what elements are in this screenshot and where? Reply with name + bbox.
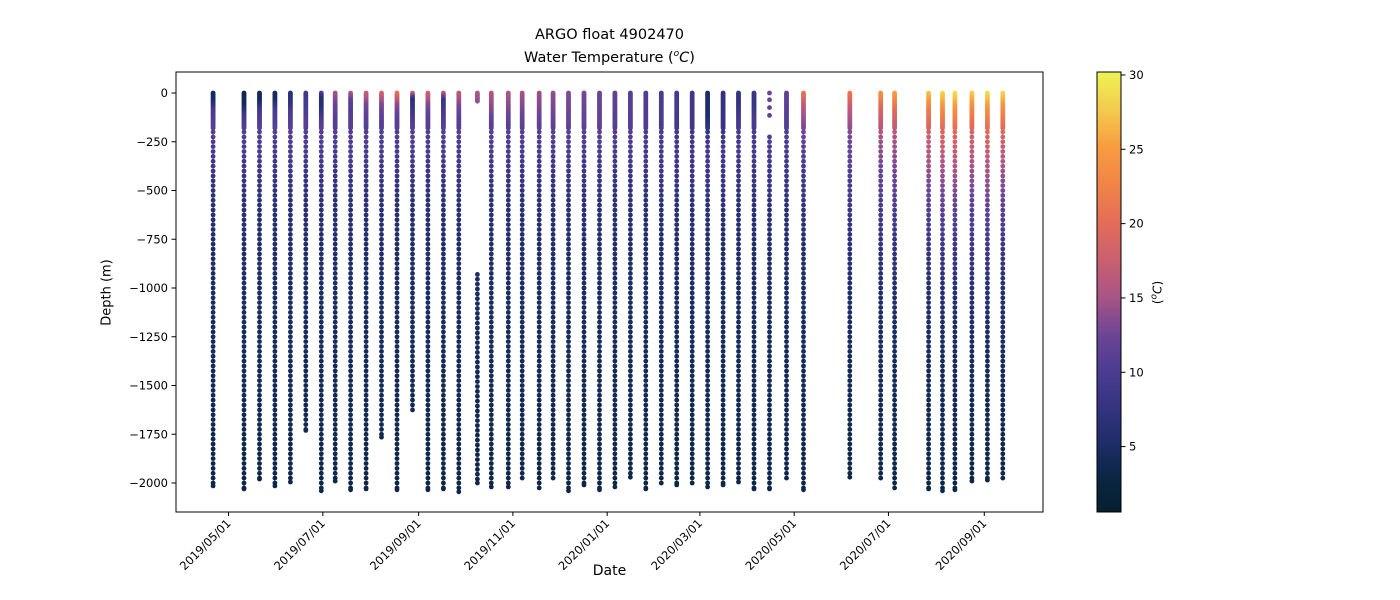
colorbar-label-close: ) — [1150, 280, 1165, 286]
svg-text:−250: −250 — [136, 135, 168, 149]
colorbar-border — [1096, 71, 1122, 513]
colorbar-label-open: ( — [1150, 299, 1165, 305]
svg-text:−1250: −1250 — [129, 330, 168, 344]
svg-text:−750: −750 — [136, 232, 168, 246]
subtitle-close: ) — [689, 49, 695, 66]
colorbar-label-unit: C — [1150, 285, 1165, 294]
colorbar-label: (oC) — [1150, 233, 1165, 353]
svg-text:10: 10 — [1129, 365, 1144, 379]
colorbar-ticks: 5 10 15 20 25 30 — [1121, 68, 1144, 454]
subtitle-unit: C — [679, 49, 690, 66]
chart-title: ARGO float 4902470 — [534, 27, 684, 43]
svg-text:−2000: −2000 — [129, 476, 168, 490]
svg-text:−1000: −1000 — [129, 281, 168, 295]
svg-text:25: 25 — [1129, 142, 1144, 156]
plot-border — [175, 71, 1044, 513]
svg-text:−1500: −1500 — [129, 379, 168, 393]
svg-text:−1750: −1750 — [129, 427, 168, 441]
svg-text:5: 5 — [1129, 440, 1136, 454]
svg-text:20: 20 — [1129, 217, 1144, 231]
chart-subtitle: Water Temperature (oC) — [176, 49, 1043, 66]
svg-text:0: 0 — [161, 86, 168, 100]
subtitle-text: Water Temperature ( — [524, 49, 674, 66]
x-axis-label: Date — [592, 563, 627, 579]
colorbar-gradient — [1097, 72, 1121, 512]
y-axis-label: Depth (m) — [99, 259, 115, 326]
subtitle-degree-sup: o — [673, 49, 680, 59]
svg-text:30: 30 — [1129, 68, 1144, 82]
svg-text:15: 15 — [1129, 291, 1144, 305]
svg-text:−500: −500 — [136, 184, 168, 198]
scatter-points — [210, 90, 1006, 495]
colorbar-label-degree: o — [1149, 293, 1160, 300]
y-axis-ticks: 0 −250 −500 −750 −1000 −1250 −1500 −1750 −2000 — [129, 86, 176, 490]
